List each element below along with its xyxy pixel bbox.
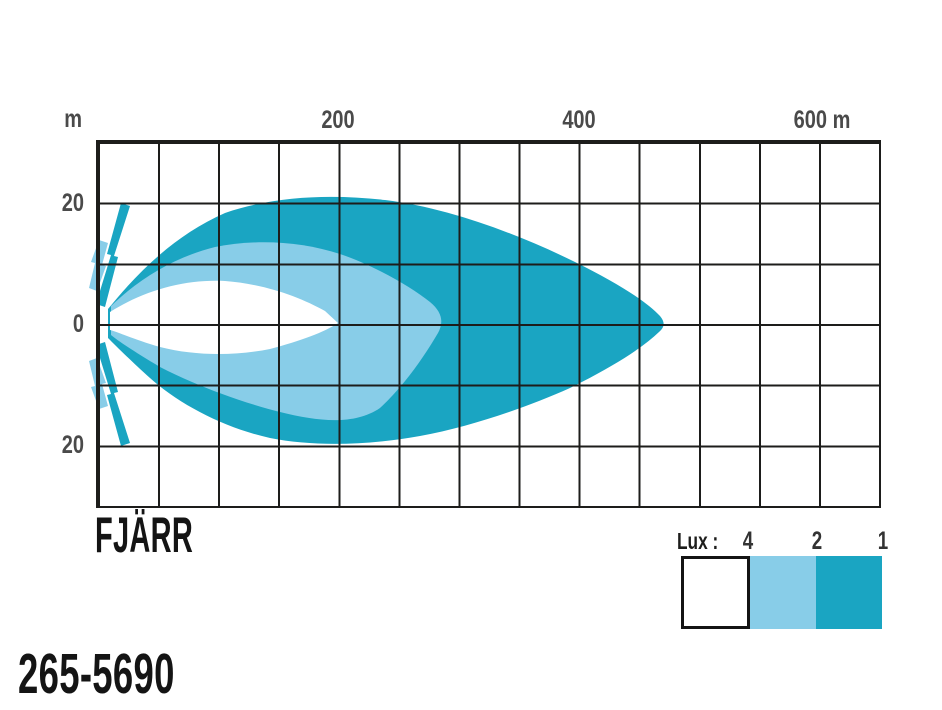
x-axis-tick-200: 200 [321, 106, 355, 134]
x-axis-tick-600: 600 m [793, 106, 851, 134]
x-axis-tick-400: 400 [562, 106, 596, 134]
y-axis-tick-plus20: 20 [61, 189, 84, 217]
product-code: 265-5690 [18, 642, 175, 706]
y-axis-tick-zero: 0 [72, 310, 84, 338]
beam-mode-title: FJÄRR [95, 507, 194, 563]
y-axis-tick-minus20: 20 [61, 431, 84, 459]
y-axis-unit-label: m [64, 105, 82, 133]
